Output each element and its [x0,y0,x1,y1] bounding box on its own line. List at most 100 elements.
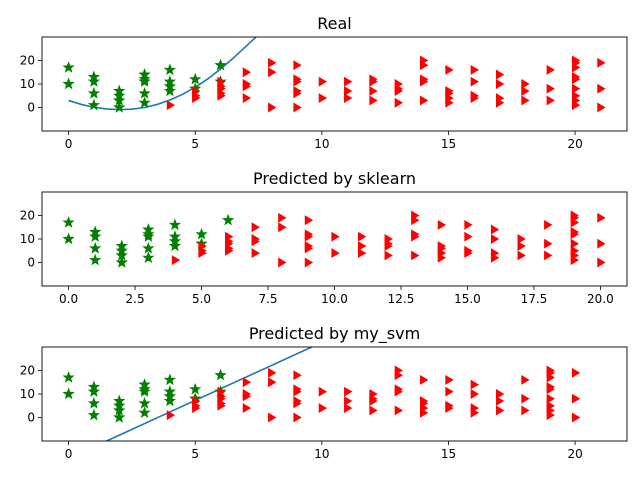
triangle-point [166,410,176,421]
star-point [89,253,102,266]
triangle-point [546,95,555,106]
triangle-point [369,76,378,87]
decision-boundary-line [68,37,258,111]
triangle-point [304,231,314,242]
triangle-point [470,389,479,399]
triangle-point [217,400,226,411]
triangle-point [517,250,526,261]
y-tick-label: 20 [20,54,35,68]
x-tick-label: 10 [314,447,329,461]
triangle-point [464,248,473,259]
triangle-point [293,88,302,99]
star-point [113,101,126,113]
triangle-point [242,81,252,92]
triangle-point [411,231,420,242]
triangle-point [445,64,454,75]
triangle-point [369,405,378,416]
x-tick-label: 20.0 [587,292,614,306]
star-point [138,75,151,87]
triangle-point [171,255,181,266]
triangle-point [293,102,302,113]
x-tick-label: 12.5 [388,292,415,306]
star-point [168,218,182,231]
triangle-point [357,231,367,242]
star-point [138,385,151,397]
star-point [142,251,155,264]
triangle-point [293,76,302,87]
triangle-point [495,405,505,416]
triangle-point [495,79,505,89]
triangle-point [495,69,505,80]
x-tick-label: 20 [567,137,582,151]
triangle-point [304,215,314,226]
triangle-point [517,234,526,244]
triangle-point [490,252,500,263]
triangle-point [437,252,447,263]
star-point [87,385,101,397]
triangle-point [251,248,260,259]
star-point [195,227,208,240]
triangle-point [445,374,454,385]
triangle-point [369,86,378,96]
star-point [62,216,75,228]
triangle-point [597,83,606,94]
triangle-point [268,102,277,113]
triangle-point [420,60,429,71]
star-point [138,86,151,99]
star-point [89,241,102,254]
triangle-point [517,241,526,251]
x-tick-label: 17.5 [521,292,548,306]
triangle-point [242,93,252,104]
star-point [113,411,126,423]
triangle-point [268,367,277,378]
triangle-point [384,250,393,261]
triangle-point [521,374,530,385]
y-tick-label: 10 [20,77,35,91]
star-point [87,98,101,111]
triangle-point [420,407,429,418]
axes-frame [41,36,628,132]
star-point [62,61,75,73]
triangle-point [394,97,404,108]
plot-area [62,347,581,441]
triangle-point [242,403,252,414]
star-point [142,241,155,254]
triangle-point [571,62,581,73]
star-point [87,408,101,421]
triangle-point [242,67,252,78]
star-point [87,86,101,99]
star-point [115,256,128,268]
x-tick-label: 5 [191,447,199,461]
triangle-point [521,79,530,89]
star-point [163,63,177,76]
star-point [222,213,235,226]
triangle-point [495,396,505,406]
triangle-point [394,86,404,96]
triangle-point [192,93,201,104]
triangle-point [490,234,500,244]
y-tick-label: 0 [27,101,35,115]
triangle-point [251,222,260,233]
triangle-point [597,102,606,113]
star-point [62,371,75,383]
triangle-point [495,389,505,399]
plot-area [62,37,606,113]
x-tick-label: 5 [191,137,199,151]
triangle-point [357,241,367,251]
y-tick-label: 20 [20,209,35,223]
triangle-point [571,393,581,404]
star-point [168,239,182,252]
subplot-2: Predicted by sklearn 0.0 2.5 5.0 7.5 10.0 12.5… [20,169,628,306]
triangle-point [420,76,429,87]
triangle-point [571,83,581,94]
triangle-point [571,412,581,423]
triangle-point [470,64,479,75]
triangle-point [344,396,353,406]
star-point [87,75,101,87]
chart-title: Predicted by my_svm [249,324,420,344]
triangle-point [293,370,302,381]
triangle-point [420,374,429,385]
triangle-point [293,60,302,71]
triangle-point [225,245,234,256]
triangle-point [369,396,378,406]
